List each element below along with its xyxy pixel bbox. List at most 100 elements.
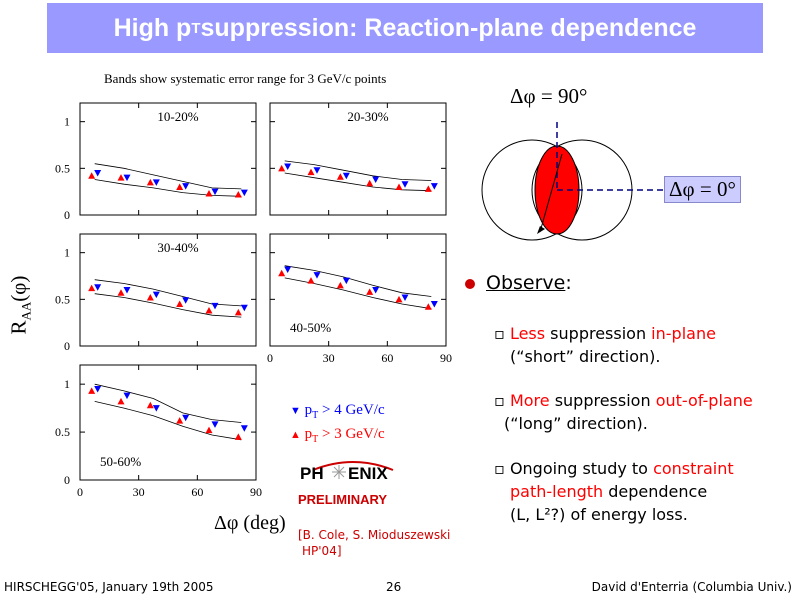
band-lower <box>284 172 432 192</box>
marker-pt3 <box>366 288 374 295</box>
y-tick-label: 0 <box>64 208 70 222</box>
marker-pt4 <box>430 301 438 308</box>
panel-label: 50-60% <box>100 454 141 469</box>
marker-pt3 <box>336 281 344 289</box>
y-tick-label: 0.5 <box>55 425 70 439</box>
panel-label: 40-50% <box>290 320 331 335</box>
chart-panel-3: 0 0.5 1 30-40% <box>55 233 257 353</box>
marker-pt4 <box>152 291 160 299</box>
b1-red1: Less <box>509 324 546 343</box>
marker-pt4 <box>284 163 292 170</box>
direction-arrow-head <box>537 226 545 234</box>
marker-pt3 <box>278 269 286 277</box>
marker-pt3 <box>336 173 344 180</box>
observe-heading: Observe: <box>486 272 572 294</box>
panel-frame <box>79 364 257 481</box>
y-tick-label: 1 <box>64 115 70 129</box>
b3-line3: (L, L²?) of energy loss. <box>510 505 688 524</box>
marker-pt3 <box>395 295 403 303</box>
y-axis-label-main: R <box>5 320 30 335</box>
panel-frame <box>269 233 447 347</box>
marker-pt4 <box>152 405 160 412</box>
phenix-logo: PH ENIX PRELIMINARY <box>298 458 408 507</box>
x-tick-label: 90 <box>440 351 452 365</box>
blue-triangle-icon: ▼ <box>290 405 301 417</box>
marker-pt3 <box>307 277 315 284</box>
b3-t1: Ongoing study to <box>509 459 654 478</box>
marker-pt3 <box>424 303 432 310</box>
marker-pt3 <box>424 185 432 192</box>
title-text: High p <box>113 13 192 42</box>
marker-pt4 <box>211 421 219 428</box>
marker-pt4 <box>430 183 438 190</box>
marker-pt4 <box>94 170 102 177</box>
dphi-0-label: Δφ = 0° <box>664 176 741 203</box>
y-axis-label-phi: (φ) <box>5 275 30 302</box>
band-lower <box>94 401 242 441</box>
marker-pt3 <box>366 179 374 187</box>
marker-pt3 <box>146 401 154 409</box>
marker-pt3 <box>205 307 213 314</box>
x-tick-label: 60 <box>381 351 393 365</box>
marker-pt4 <box>182 183 190 190</box>
citation-line1: [B. Cole, S. Mioduszewski <box>298 528 451 542</box>
band-lower <box>284 277 432 310</box>
x-tick-label: 0 <box>77 485 83 499</box>
marker-pt4 <box>240 425 248 432</box>
band-upper <box>94 163 242 190</box>
footer-left: HIRSCHEGG'05, January 19th 2005 <box>4 580 214 594</box>
marker-pt4 <box>94 385 102 393</box>
y-tick-label: 0.5 <box>55 292 70 306</box>
marker-pt4 <box>94 284 102 291</box>
marker-pt3 <box>395 183 403 190</box>
legend-pt4-sub: T <box>312 410 319 421</box>
logo-ph: PH <box>300 464 324 483</box>
marker-pt4 <box>240 189 248 197</box>
band-upper <box>284 160 432 181</box>
marker-pt3 <box>234 433 242 440</box>
dphi-90-label: Δφ = 90° <box>510 84 588 108</box>
marker-pt4 <box>313 272 321 279</box>
x-tick-label: 60 <box>191 485 203 499</box>
x-tick-label: 30 <box>323 351 335 365</box>
y-tick-label: 1 <box>64 246 70 260</box>
citation: [B. Cole, S. Mioduszewski HP'04] <box>298 527 450 559</box>
observe-item-2: ▫ More suppression out-of-plane (“long” … <box>494 389 753 435</box>
title-text-rest: suppression: Reaction-plane dependence <box>200 13 697 42</box>
marker-pt4 <box>401 181 409 188</box>
b1-t1: suppression <box>545 324 652 343</box>
marker-pt3 <box>117 397 125 405</box>
b1-red2: in-plane <box>651 324 716 343</box>
marker-pt3 <box>88 387 96 394</box>
direction-arrow <box>539 153 563 233</box>
checkbox-icon: ▫ <box>494 459 505 478</box>
marker-pt4 <box>240 304 248 312</box>
chart-panel-2: 20-30% <box>269 102 447 216</box>
y-axis-label: RAA(φ) <box>0 260 40 350</box>
marker-pt3 <box>88 284 96 292</box>
x-tick-label: 90 <box>250 485 262 499</box>
band-lower <box>94 293 242 318</box>
citation-line2: HP'04] <box>302 544 342 558</box>
marker-pt3 <box>278 164 286 172</box>
panel-label: 10-20% <box>157 109 198 124</box>
checkbox-icon: ▫ <box>494 391 505 410</box>
b2-t1: suppression <box>549 391 656 410</box>
marker-pt3 <box>117 174 125 181</box>
legend-pt3-p: p <box>304 426 313 442</box>
marker-pt4 <box>401 294 409 301</box>
marker-pt3 <box>234 190 242 198</box>
marker-pt4 <box>123 174 131 182</box>
b2-red1: More <box>509 391 550 410</box>
panel-frame <box>79 233 257 347</box>
footer-page-number: 26 <box>386 580 402 594</box>
logo-enix: ENIX <box>348 464 388 483</box>
observe-heading-text: Observe <box>486 272 566 294</box>
x-tick-label: 30 <box>133 485 145 499</box>
chart-panel-1: 0 0.5 1 10-20% <box>55 102 257 222</box>
red-triangle-icon: ▲ <box>290 429 301 441</box>
observe-item-1: ▫ Less suppression in-plane (“short” dir… <box>494 322 716 368</box>
observe-bullet-icon <box>465 279 475 289</box>
